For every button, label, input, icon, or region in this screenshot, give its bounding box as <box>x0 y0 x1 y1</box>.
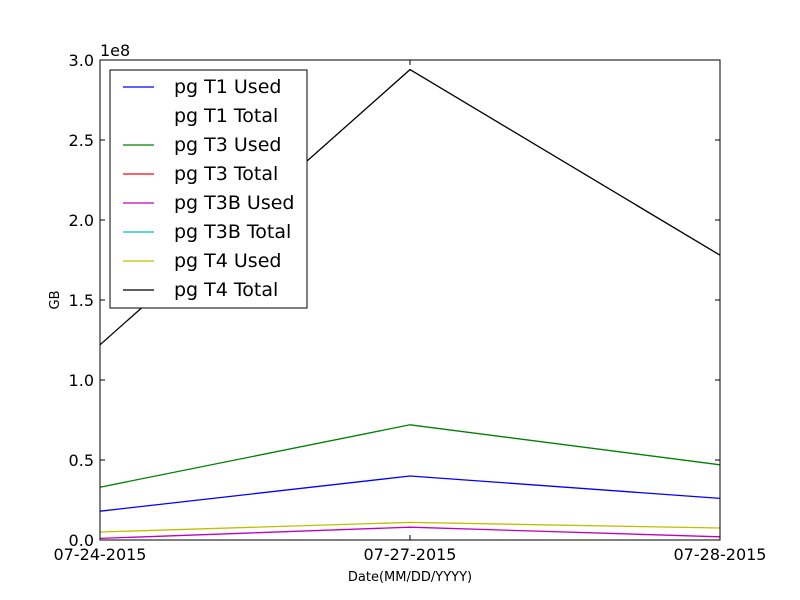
series-line-6 <box>99 521 721 533</box>
ticks-layer: 07-24-2015 07-27-2015 07-28-2015 0.0 0.5 1.0 1… <box>54 51 767 564</box>
x-tick-label: 07-24-2015 <box>54 545 147 564</box>
legend-label-6: pg T4 Used <box>174 250 281 272</box>
legend-label-3: pg T3 Total <box>174 163 278 185</box>
x-axis-label: Date(MM/DD/YYYY) <box>348 570 472 585</box>
legend-label-5: pg T3B Total <box>174 221 291 243</box>
y-tick-label: 1.0 <box>69 371 94 390</box>
legend-label-2: pg T3 Used <box>174 134 281 156</box>
series-line-0 <box>99 475 721 512</box>
y-tick-label: 1.5 <box>69 291 94 310</box>
y-axis-label: GB <box>48 291 63 310</box>
legend-label-7: pg T4 Total <box>174 279 278 301</box>
x-tick-label: 07-27-2015 <box>364 545 457 564</box>
y-tick-label: 2.0 <box>69 211 94 230</box>
legend-label-0: pg T1 Used <box>174 76 281 98</box>
legend: pg T1 Used pg T1 Total pg T3 Used pg T3 Tot… <box>109 69 308 309</box>
series-line-4 <box>99 526 721 540</box>
y-tick-label: 2.5 <box>69 131 94 150</box>
y-axis-offset-label: 1e8 <box>100 41 130 60</box>
y-tick-label: 0.5 <box>69 451 94 470</box>
legend-label-1: pg T1 Total <box>174 105 278 127</box>
y-tick-label: 0.0 <box>69 531 94 550</box>
y-tick-label: 3.0 <box>69 51 94 70</box>
legend-label-4: pg T3B Used <box>174 192 295 214</box>
legend-frame <box>109 69 308 309</box>
series-line-2 <box>99 424 721 488</box>
legend-items: pg T1 Used pg T1 Total pg T3 Used pg T3 Tot… <box>123 76 295 301</box>
x-tick-label: 07-28-2015 <box>674 545 767 564</box>
